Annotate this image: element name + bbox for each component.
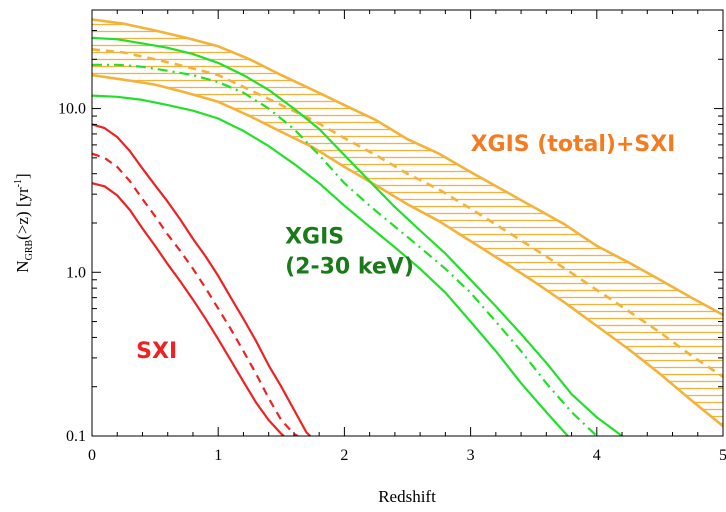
x-tick-label: 1 [214,447,222,464]
xgis-annotation: XGIS (2-30 keV) [285,224,414,279]
sxi-upper-line [92,123,312,436]
x-tick-label: 3 [467,447,475,464]
x-tick-label: 4 [593,447,601,464]
y-tick-label: 1.0 [66,264,86,281]
y-axis-title-main: N [13,260,32,272]
total-annotation: XGIS (total)+SXI [471,132,676,157]
y-tick-label: 10.0 [58,101,86,118]
sxi-annotation-line: SXI [136,339,177,364]
sxi-annotation: SXI [136,339,177,364]
y-axis-title-subscript: GRB [24,240,35,261]
x-tick-label: 0 [88,447,96,464]
xgis-upper-line [92,36,623,436]
x-tick-label: 5 [719,447,726,464]
axis-ticks [91,9,724,437]
y-axis-title-superscript: -1 [13,179,24,187]
x-axis-title: Redshift [378,487,436,506]
plot-area [92,18,723,436]
y-tick-label: 0.1 [66,428,86,445]
xgis-mid-line [92,63,598,436]
total-mid-line [92,48,723,378]
total-band-fill [92,19,723,427]
sxi-lower-line [92,182,285,436]
xgis-annotation-line: XGIS [285,224,344,249]
y-axis-title-end: ] [13,173,32,179]
total-lower-line [92,73,723,428]
annotations: XGIS (total)+SXI XGIS (2-30 keV) SXI [136,132,675,364]
y-axis-title: NGRB(>z) [yr-1] [13,173,35,272]
tick-labels: 0 1 2 3 4 5 0.1 1.0 10.0 [58,101,726,464]
y-axis-title-rest: (>z) [yr [13,187,32,240]
x-tick-label: 2 [340,447,348,464]
total-upper-line [92,18,723,316]
xgis-annotation-line: (2-30 keV) [285,254,414,279]
sxi-mid-line [92,152,299,436]
xgis-lower-line [92,94,569,436]
total-annotation-line: XGIS (total)+SXI [471,132,676,157]
